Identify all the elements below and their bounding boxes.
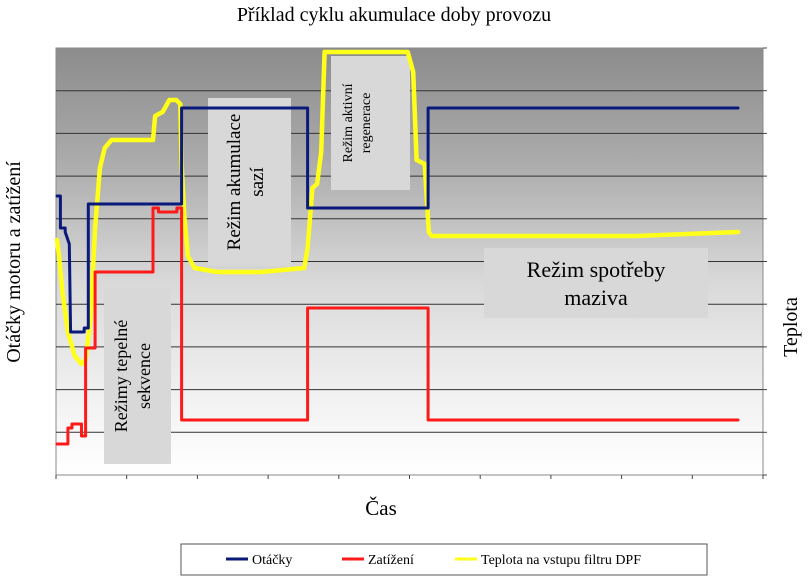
annotation-akumulace-box — [208, 98, 291, 266]
series-line-otacky — [55, 106, 740, 334]
legend-label-teplota: Teplota na vstupu filtru DPF — [481, 553, 641, 568]
annotation-regenerace: Režim aktivní regenerace — [331, 56, 410, 190]
x-axis-label: Čas — [365, 496, 397, 520]
chart-title: Příklad cyklu akumulace doby provozu — [237, 4, 551, 26]
annotation-sekvence-line2: sekvence — [134, 343, 154, 409]
annotation-akumulace-line2: sazí — [247, 167, 268, 197]
annotation-regenerace-line2: regenerace — [359, 93, 374, 154]
annotation-spotreba-line2: maziva — [564, 285, 628, 310]
annotation-spotreba: Režim spotřeby maziva — [484, 248, 708, 318]
y-axis-label-right: Teplota — [780, 297, 802, 357]
legend-label-otacky: Otáčky — [252, 553, 292, 568]
y-axis-label-left: Otáčky motoru a zatížení — [3, 161, 25, 363]
legend-label-zatizeni: Zatížení — [368, 553, 414, 568]
series-line-zatizeni — [55, 206, 740, 446]
annotation-sekvence-box — [104, 288, 171, 464]
annotation-spotreba-line1: Režim spotřeby — [527, 257, 666, 282]
annotation-sekvence-line1: Režimy tepelné — [111, 320, 131, 432]
annotation-regenerace-line1: Režim aktivní — [341, 83, 356, 162]
annotation-akumulace: Režim akumulace sazí — [208, 98, 291, 266]
annotation-sekvence: Režimy tepelné sekvence — [104, 288, 171, 464]
legend-frame — [180, 543, 708, 576]
axis-ticks — [55, 47, 767, 479]
annotation-regenerace-box — [331, 56, 410, 190]
annotation-akumulace-line1: Režim akumulace — [224, 114, 245, 251]
series-group — [54, 49, 741, 446]
annotation-spotreba-box — [484, 248, 708, 318]
legend: Otáčky Zatížení Teplota na vstupu filtru… — [180, 543, 708, 576]
